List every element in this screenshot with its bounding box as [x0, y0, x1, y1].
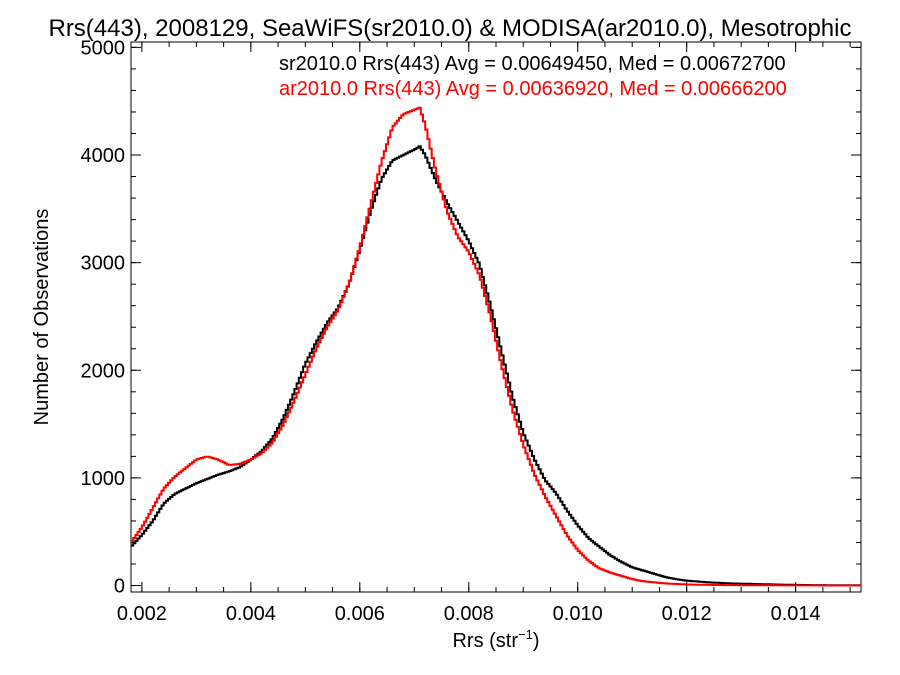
x-tick-label: 0.014 — [771, 603, 821, 625]
y-tick-label: 4000 — [81, 145, 126, 167]
chart-title: Rrs(443), 2008129, SeaWiFS(sr2010.0) & M… — [48, 15, 851, 42]
x-tick-label: 0.010 — [553, 603, 603, 625]
y-tick-label: 3000 — [81, 253, 126, 275]
y-tick-label: 0 — [114, 576, 125, 598]
x-tick-label: 0.008 — [444, 603, 494, 625]
x-axis-label-main: Rrs (str — [452, 630, 518, 652]
y-tick-label: 2000 — [81, 360, 126, 382]
y-axis-label: Number of Observations — [31, 209, 53, 426]
x-tick-label: 0.002 — [117, 603, 167, 625]
x-axis-label-tail: ) — [533, 630, 540, 652]
legend: sr2010.0 Rrs(443) Avg = 0.00649450, Med … — [279, 53, 787, 100]
x-axis-label: Rrs (str−1) — [452, 627, 539, 652]
legend-entry-sr2010: sr2010.0 Rrs(443) Avg = 0.00649450, Med … — [279, 53, 786, 75]
x-axis-label-exponent: −1 — [518, 627, 533, 642]
series-sr2010-line — [131, 145, 861, 587]
y-tick-label: 1000 — [81, 468, 126, 490]
series-sr2010 — [131, 145, 861, 587]
axis-ticks: 0.002 0.004 0.006 0.008 0.010 0.012 0.014 0 1000… — [81, 37, 861, 625]
y-tick-label: 5000 — [81, 37, 126, 59]
legend-entry-ar2010: ar2010.0 Rrs(443) Avg = 0.00636920, Med … — [279, 78, 787, 100]
series-ar2010-line — [131, 106, 861, 587]
series-ar2010 — [131, 106, 861, 587]
plot-area-frame — [130, 41, 862, 593]
x-tick-label: 0.012 — [662, 603, 712, 625]
x-tick-label: 0.004 — [226, 603, 276, 625]
x-tick-label: 0.006 — [335, 603, 385, 625]
